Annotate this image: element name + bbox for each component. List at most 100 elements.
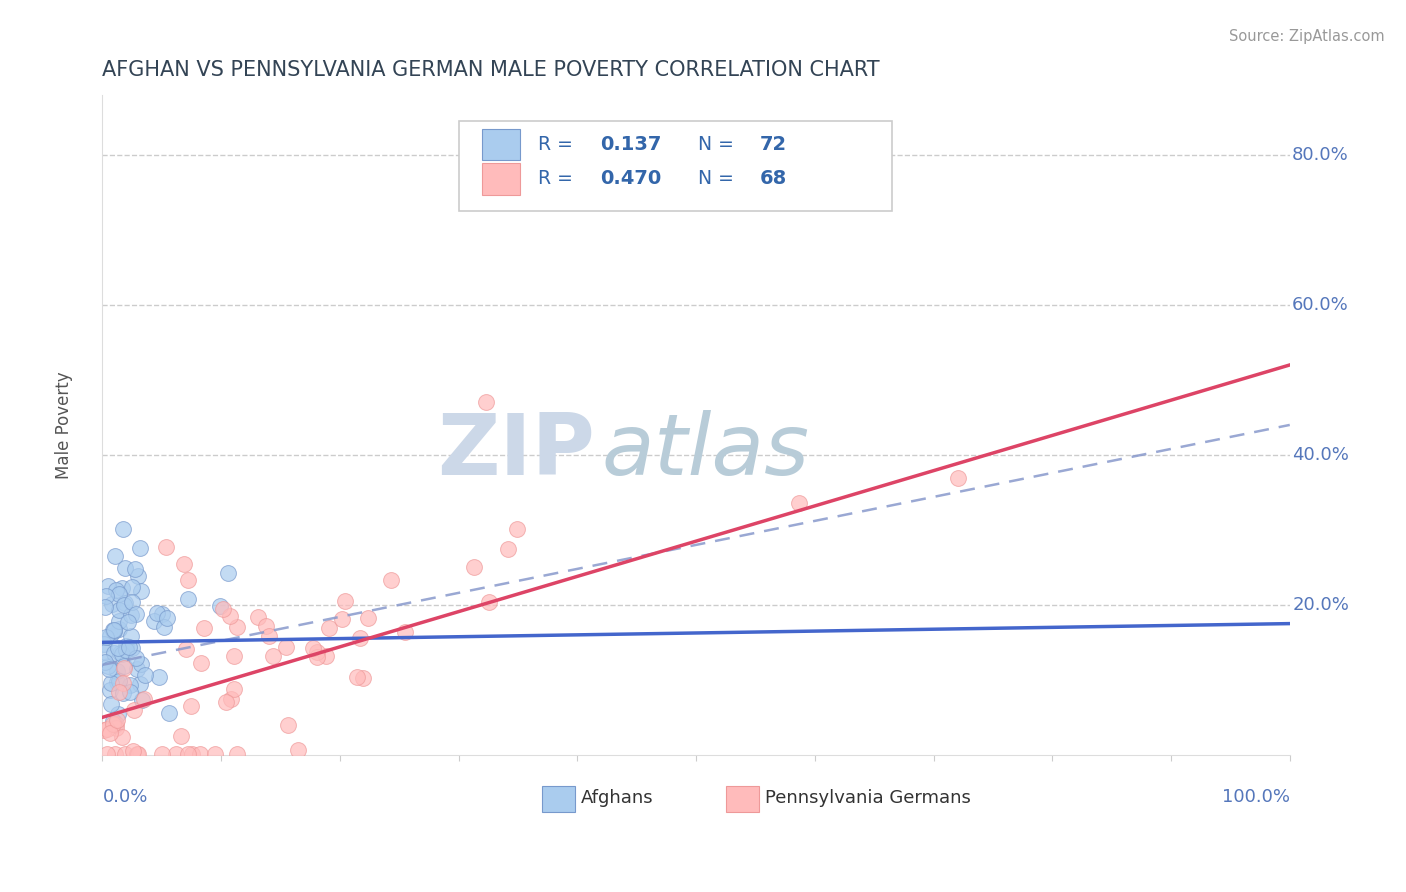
Point — [146, 606, 169, 620]
Point — [98, 683, 121, 698]
Text: 68: 68 — [761, 169, 787, 188]
Text: N =: N = — [699, 169, 741, 188]
Point — [276, 640, 298, 654]
Point — [108, 674, 131, 689]
Point — [380, 573, 402, 587]
Point — [148, 670, 170, 684]
Point — [219, 609, 242, 624]
Point — [193, 621, 215, 635]
Point — [112, 661, 135, 675]
Point — [100, 697, 122, 711]
Point — [97, 659, 120, 673]
Point — [174, 642, 197, 657]
Point — [394, 625, 416, 640]
Point — [134, 668, 156, 682]
Point — [104, 582, 127, 597]
Point — [122, 744, 145, 758]
Text: Afghans: Afghans — [581, 789, 654, 806]
FancyBboxPatch shape — [458, 121, 891, 211]
Text: N =: N = — [699, 135, 741, 154]
Point — [129, 677, 152, 691]
Point — [117, 615, 139, 630]
Point — [108, 587, 131, 601]
Point — [101, 597, 124, 611]
Point — [121, 641, 143, 656]
Point — [111, 647, 134, 661]
Point — [94, 630, 117, 644]
Point — [475, 395, 498, 409]
Point — [112, 599, 135, 613]
Point — [287, 742, 309, 756]
Point — [254, 619, 277, 633]
Text: 20.0%: 20.0% — [1292, 596, 1348, 614]
Point — [129, 657, 152, 672]
Point — [111, 730, 134, 744]
Point — [101, 623, 124, 637]
Point — [357, 610, 380, 624]
Point — [349, 632, 371, 646]
Point — [97, 662, 120, 676]
Text: atlas: atlas — [602, 409, 808, 492]
Point — [94, 645, 117, 659]
Point — [302, 640, 325, 655]
Point — [946, 471, 969, 485]
Point — [224, 682, 246, 697]
Point — [108, 685, 131, 699]
Point — [94, 655, 117, 669]
Point — [104, 549, 127, 564]
Point — [153, 619, 176, 633]
Text: 0.0%: 0.0% — [103, 788, 148, 805]
Point — [103, 646, 125, 660]
Point — [247, 610, 270, 624]
Point — [103, 623, 125, 637]
Text: 40.0%: 40.0% — [1292, 446, 1348, 464]
Point — [318, 621, 340, 635]
Point — [114, 747, 136, 761]
Point — [108, 614, 131, 628]
Point — [93, 637, 115, 651]
Point — [129, 584, 152, 599]
Text: AFGHAN VS PENNSYLVANIA GERMAN MALE POVERTY CORRELATION CHART: AFGHAN VS PENNSYLVANIA GERMAN MALE POVER… — [103, 60, 880, 79]
Point — [112, 522, 135, 536]
Point — [212, 602, 235, 616]
Point — [104, 747, 127, 761]
FancyBboxPatch shape — [725, 786, 759, 813]
Point — [105, 713, 128, 727]
Point — [219, 692, 242, 706]
Point — [98, 629, 121, 643]
Point — [277, 718, 299, 732]
Point — [131, 693, 153, 707]
Point — [496, 542, 519, 557]
Point — [97, 579, 120, 593]
Point — [177, 592, 200, 607]
Point — [463, 559, 485, 574]
Text: 0.137: 0.137 — [600, 135, 661, 154]
Text: Source: ZipAtlas.com: Source: ZipAtlas.com — [1229, 29, 1385, 44]
Point — [262, 648, 284, 663]
Point — [127, 747, 149, 761]
Point — [208, 599, 231, 613]
Point — [124, 561, 146, 575]
Text: 80.0%: 80.0% — [1292, 146, 1348, 164]
Point — [177, 747, 200, 761]
Point — [170, 729, 193, 743]
Point — [132, 692, 155, 706]
Point — [104, 721, 127, 735]
Text: 0.470: 0.470 — [600, 169, 661, 188]
Point — [156, 611, 179, 625]
Point — [125, 607, 148, 622]
Point — [108, 603, 131, 617]
Point — [190, 656, 212, 670]
FancyBboxPatch shape — [482, 163, 520, 194]
Point — [226, 620, 249, 634]
Point — [346, 670, 368, 684]
Point — [115, 639, 138, 653]
Point — [188, 747, 211, 761]
Point — [121, 580, 143, 594]
Point — [96, 747, 118, 761]
Text: ZIP: ZIP — [437, 409, 595, 492]
Point — [478, 594, 501, 608]
Point — [107, 665, 129, 679]
Point — [120, 629, 142, 643]
Point — [94, 599, 117, 614]
